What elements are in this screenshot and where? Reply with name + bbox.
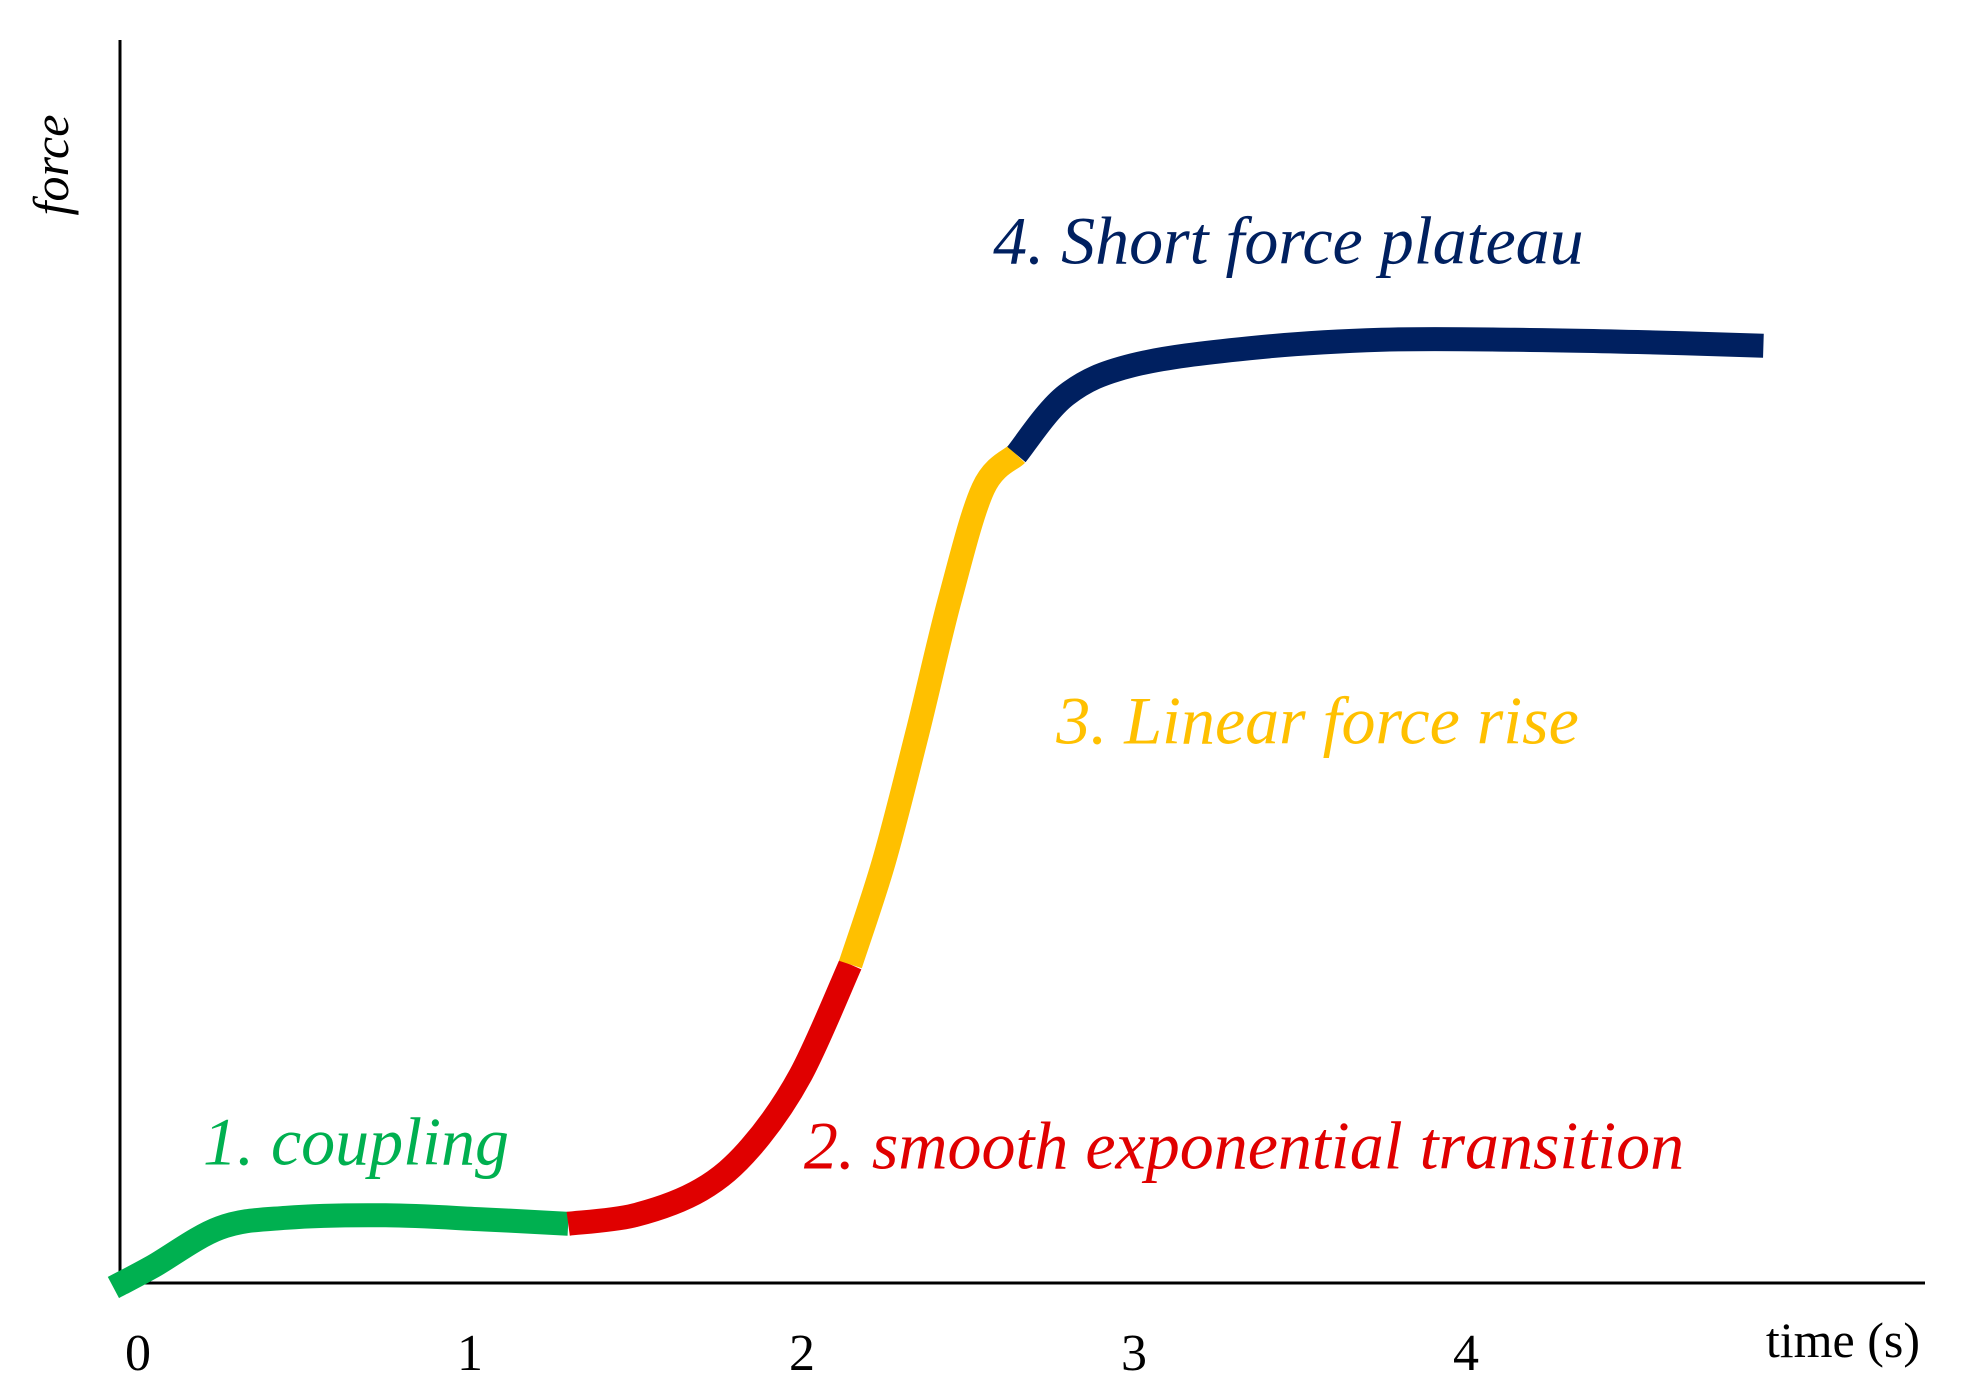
x-tick-labels: 0 1 2 3 4 <box>125 1325 1479 1382</box>
phase-label-exponential-transition: 2. smooth exponential transition <box>804 1108 1684 1184</box>
series-line-exponential-transition <box>566 959 862 1236</box>
axes <box>118 40 1925 1285</box>
phase-label-linear-rise: 3. Linear force rise <box>1055 683 1579 759</box>
phase-label-force-plateau: 4. Short force plateau <box>993 202 1584 278</box>
x-tick-label-2: 2 <box>789 1325 815 1382</box>
x-tick-label-0: 0 <box>125 1325 151 1382</box>
y-axis-label: force <box>23 115 79 216</box>
series-line-coupling <box>107 1203 569 1299</box>
x-axis-label: time (s) <box>1766 1312 1920 1368</box>
phase-labels: 1. coupling 2. smooth exponential transit… <box>203 202 1684 1183</box>
x-tick-label-4: 4 <box>1453 1325 1479 1382</box>
series-line-linear-rise <box>838 445 1026 969</box>
x-tick-label-3: 3 <box>1121 1325 1147 1382</box>
x-tick-label-1: 1 <box>457 1325 483 1382</box>
series-group <box>107 327 1764 1299</box>
phase-label-coupling: 1. coupling <box>203 1103 509 1179</box>
series-line-force-plateau <box>1006 327 1764 463</box>
